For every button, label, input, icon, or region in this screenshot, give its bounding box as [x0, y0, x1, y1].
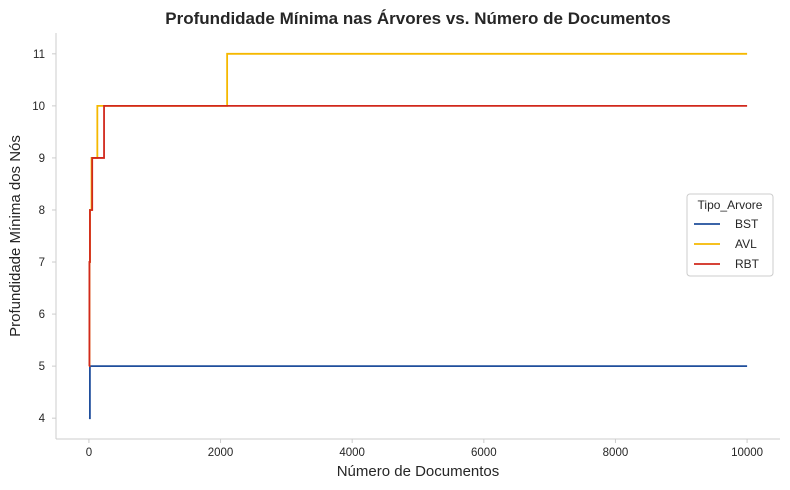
series-lines: [88, 52, 748, 420]
x-tick-label: 0: [86, 447, 92, 459]
legend-label-rbt: RBT: [735, 257, 760, 271]
legend-label-bst: BST: [735, 217, 759, 231]
legend-box: [686, 193, 774, 277]
legend-title: Tipo_Arvore: [698, 198, 763, 212]
x-axis-label: Número de Documentos: [337, 463, 500, 480]
y-tick-label: 11: [33, 49, 45, 61]
y-axis-label: Profundidade Mínima dos Nós: [7, 135, 24, 337]
legend-items: BST AVL RBT: [694, 217, 760, 271]
series-line-avl: [88, 52, 748, 368]
y-tick-label: 6: [39, 309, 45, 321]
x-tick-label: 2000: [208, 447, 234, 459]
y-ticks: 4 5 6 7 8 9 10 11: [32, 49, 56, 425]
plot-area: 0 2000 4000 6000 8000 10000 4 5 6 7 8 9 10 11: [32, 33, 780, 459]
y-tick-label: 9: [39, 153, 45, 165]
legend-label-avl: AVL: [735, 237, 757, 251]
y-tick-label: 7: [39, 257, 45, 269]
y-tick-label: 4: [39, 413, 46, 425]
y-tick-label: 8: [39, 205, 45, 217]
legend: Tipo_Arvore BST AVL RBT: [686, 193, 774, 277]
y-tick-label: 10: [32, 101, 45, 113]
chart-title: Profundidade Mínima nas Árvores vs. Núme…: [165, 9, 670, 28]
y-tick-label: 5: [39, 361, 45, 373]
series-line-bst: [88, 365, 748, 420]
x-tick-label: 10000: [731, 447, 763, 459]
x-tick-label: 6000: [471, 447, 497, 459]
x-ticks: 0 2000 4000 6000 8000 10000: [86, 439, 763, 459]
series-line-rbt: [88, 104, 748, 368]
x-tick-label: 4000: [339, 447, 365, 459]
x-tick-label: 8000: [603, 447, 629, 459]
